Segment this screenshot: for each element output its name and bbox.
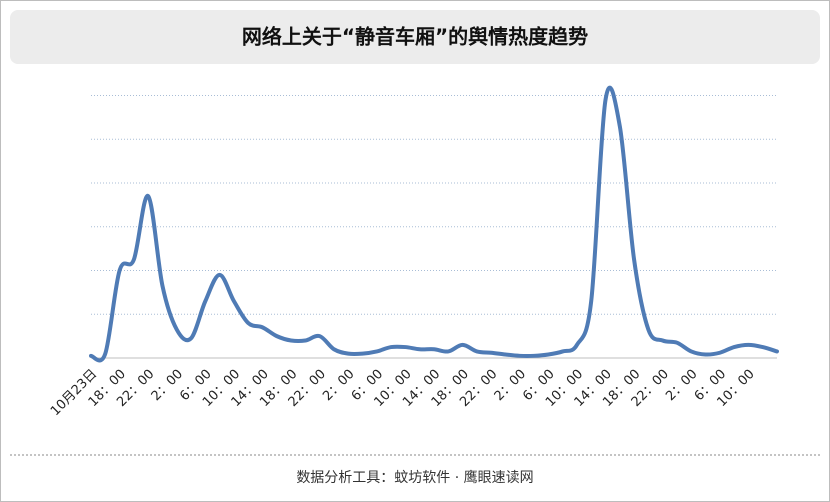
title-bar — [10, 10, 820, 64]
chart-title: 网络上关于“静音车厢”的舆情热度趋势 — [242, 25, 588, 49]
line-series — [89, 85, 779, 363]
footer: 数据分析工具：蚊坊软件 · 鹰眼速读网 — [296, 469, 533, 486]
